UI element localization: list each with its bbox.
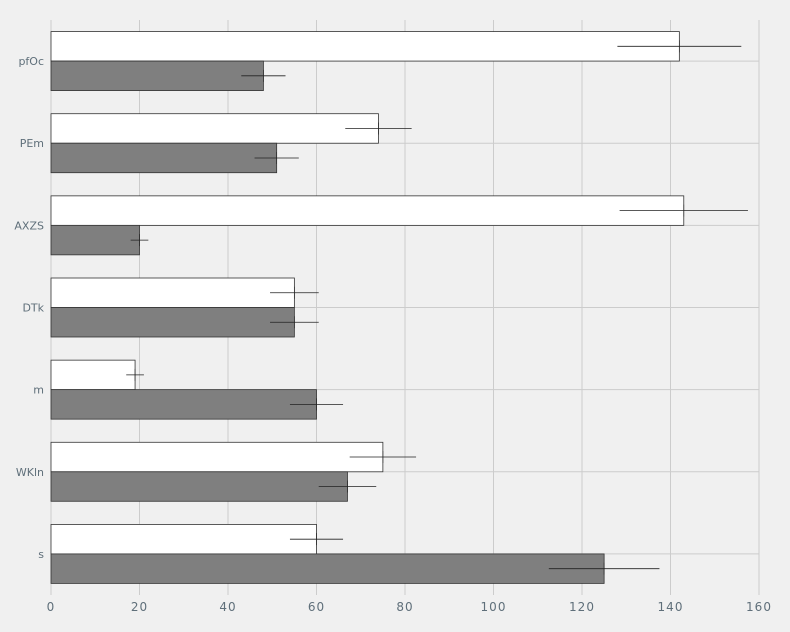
y-tick-label: PEm (20, 137, 44, 150)
x-tick-label: 160 (746, 600, 772, 614)
y-tick-label: DTk (22, 302, 44, 315)
bar (50, 471, 348, 502)
y-tick-labels: pfOc PEm AXZS DTk m WKln s (14, 55, 44, 561)
bar (50, 553, 605, 584)
bar (50, 307, 295, 338)
x-tick-label: 80 (396, 600, 413, 614)
y-tick-label: AXZS (14, 219, 44, 232)
x-tick-label: 140 (658, 600, 684, 614)
bars-group (50, 31, 748, 584)
y-tick-label: pfOc (18, 55, 44, 68)
y-tick-label: s (38, 548, 44, 561)
x-tick-label: 60 (308, 600, 325, 614)
bar (50, 359, 136, 391)
bar (50, 441, 384, 473)
x-tick-label: 100 (481, 600, 507, 614)
bar (50, 224, 140, 256)
y-tick-label: WKln (16, 466, 44, 479)
bar (50, 389, 317, 420)
bar (50, 142, 278, 174)
y-tick-label: m (33, 384, 44, 397)
x-tick-label: 40 (219, 600, 236, 614)
x-tick-label: 0 (47, 600, 56, 614)
bar (50, 524, 317, 555)
bar (50, 113, 379, 144)
bar (50, 60, 264, 91)
x-tick-label: 20 (131, 600, 148, 614)
bar (50, 277, 295, 308)
bar (50, 195, 685, 226)
bar (50, 31, 680, 62)
x-tick-labels: 0 20 40 60 80 100 120 140 160 (47, 600, 772, 614)
x-tick-label: 120 (569, 600, 595, 614)
